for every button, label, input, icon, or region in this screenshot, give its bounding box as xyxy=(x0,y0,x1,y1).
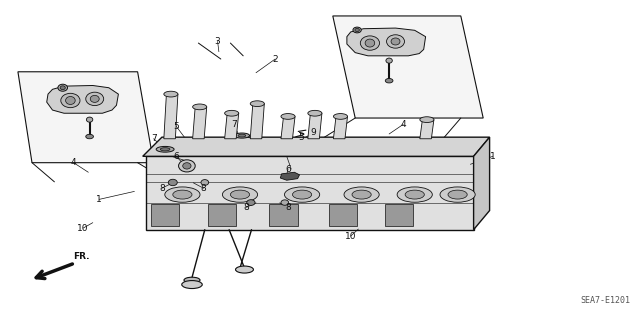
Ellipse shape xyxy=(182,281,202,288)
Ellipse shape xyxy=(58,84,68,91)
Polygon shape xyxy=(281,116,295,139)
Text: 1: 1 xyxy=(490,152,495,161)
Ellipse shape xyxy=(86,92,104,106)
Ellipse shape xyxy=(201,180,209,185)
Ellipse shape xyxy=(360,36,380,50)
Ellipse shape xyxy=(397,187,433,202)
Polygon shape xyxy=(420,120,434,139)
Ellipse shape xyxy=(236,266,253,273)
Ellipse shape xyxy=(86,134,93,139)
Text: 10: 10 xyxy=(77,224,89,233)
Ellipse shape xyxy=(60,86,65,90)
Text: 7: 7 xyxy=(231,120,236,129)
Ellipse shape xyxy=(281,200,289,205)
Ellipse shape xyxy=(230,190,250,199)
Polygon shape xyxy=(225,113,239,139)
Text: 5: 5 xyxy=(173,122,179,130)
Polygon shape xyxy=(280,172,300,180)
Ellipse shape xyxy=(387,35,404,48)
Ellipse shape xyxy=(250,101,264,107)
Text: 8: 8 xyxy=(201,184,206,193)
Text: 3: 3 xyxy=(215,37,220,46)
Polygon shape xyxy=(333,16,483,118)
Text: FR.: FR. xyxy=(73,252,90,261)
Text: SEA7-E1201: SEA7-E1201 xyxy=(580,296,630,305)
Ellipse shape xyxy=(90,95,99,102)
Text: 8: 8 xyxy=(285,203,291,212)
Ellipse shape xyxy=(86,117,93,122)
Ellipse shape xyxy=(308,110,322,116)
Ellipse shape xyxy=(292,190,312,199)
Polygon shape xyxy=(474,137,490,230)
Text: 5: 5 xyxy=(298,133,303,142)
Ellipse shape xyxy=(164,91,178,97)
Ellipse shape xyxy=(183,163,191,169)
Polygon shape xyxy=(146,156,474,230)
Text: 8: 8 xyxy=(159,184,164,193)
Polygon shape xyxy=(47,85,118,113)
Text: 4: 4 xyxy=(401,120,406,129)
Ellipse shape xyxy=(353,27,362,33)
Ellipse shape xyxy=(234,133,250,138)
Text: 8: 8 xyxy=(244,203,249,212)
Polygon shape xyxy=(250,104,264,139)
Ellipse shape xyxy=(156,146,174,152)
Polygon shape xyxy=(18,72,154,163)
Bar xyxy=(385,204,413,226)
Ellipse shape xyxy=(284,187,320,202)
Ellipse shape xyxy=(193,104,207,110)
Ellipse shape xyxy=(165,187,200,202)
Ellipse shape xyxy=(66,96,76,105)
Text: 1: 1 xyxy=(97,195,102,204)
Ellipse shape xyxy=(440,187,475,202)
Ellipse shape xyxy=(385,78,393,83)
Polygon shape xyxy=(308,113,322,139)
Ellipse shape xyxy=(405,190,424,199)
Bar xyxy=(208,204,236,226)
Polygon shape xyxy=(143,137,490,156)
Text: 4: 4 xyxy=(71,158,76,167)
Polygon shape xyxy=(164,94,178,139)
Ellipse shape xyxy=(281,114,295,119)
Ellipse shape xyxy=(420,117,434,122)
Polygon shape xyxy=(333,116,348,139)
Bar xyxy=(329,204,357,226)
Polygon shape xyxy=(193,107,207,139)
Ellipse shape xyxy=(160,148,170,151)
Ellipse shape xyxy=(173,190,192,199)
Polygon shape xyxy=(347,28,426,56)
Ellipse shape xyxy=(179,160,195,172)
Ellipse shape xyxy=(352,190,371,199)
Bar xyxy=(151,204,179,226)
Ellipse shape xyxy=(225,110,239,116)
Ellipse shape xyxy=(448,190,467,199)
Ellipse shape xyxy=(247,200,255,205)
Text: 10: 10 xyxy=(345,232,356,241)
Ellipse shape xyxy=(223,187,258,202)
Ellipse shape xyxy=(391,38,400,45)
Ellipse shape xyxy=(344,187,379,202)
Ellipse shape xyxy=(365,39,375,47)
Text: 2: 2 xyxy=(273,55,278,63)
Ellipse shape xyxy=(238,134,246,137)
Ellipse shape xyxy=(386,58,392,63)
Ellipse shape xyxy=(61,93,80,108)
Ellipse shape xyxy=(184,277,200,283)
Bar xyxy=(269,204,298,226)
Text: 7: 7 xyxy=(151,134,156,143)
Ellipse shape xyxy=(168,179,177,186)
Ellipse shape xyxy=(355,28,360,32)
Text: 9: 9 xyxy=(311,128,316,137)
Text: 6: 6 xyxy=(173,152,179,161)
Text: 6: 6 xyxy=(285,165,291,174)
Ellipse shape xyxy=(333,114,348,119)
